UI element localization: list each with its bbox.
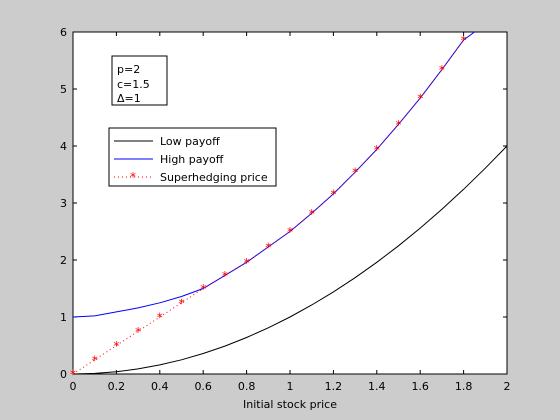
x-tick-label: 0.2	[108, 380, 126, 393]
params-box: p=2 c=1.5 Δ=1	[111, 55, 168, 106]
x-tick-label: 0.4	[151, 380, 169, 393]
superhedging-marker: *	[287, 225, 293, 239]
x-tick-label: 0.6	[194, 380, 212, 393]
legend-label-superhedging: Superhedging price	[160, 171, 268, 184]
series-line-0	[72, 145, 508, 375]
x-tick-label: 1.6	[411, 380, 429, 393]
superhedging-marker: *	[439, 63, 445, 77]
x-tick-label: 0.8	[238, 380, 256, 393]
x-tick-label: 2	[504, 380, 511, 393]
superhedging-marker: *	[461, 33, 467, 47]
superhedging-marker: *	[92, 353, 98, 367]
superhedging-marker: *	[113, 339, 119, 353]
x-tick-label: 1.8	[455, 380, 473, 393]
superhedging-marker: *	[222, 269, 228, 283]
y-tick-label: 6	[60, 26, 67, 39]
series-line-2	[72, 39, 465, 375]
x-axis-label: Initial stock price	[243, 398, 337, 411]
axis-ticks: 0 0.2 0.4 0.6 0.8 1 1.2 1.4 1.6 1.8 2 0 1 2 3 4 5 6	[60, 26, 511, 393]
superhedging-marker: *	[265, 240, 271, 254]
legend-marker-superhedging: *	[130, 170, 136, 184]
y-tick-label: 2	[60, 254, 67, 267]
params-line-2: c=1.5	[117, 78, 150, 91]
x-tick-label: 1.4	[368, 380, 386, 393]
superhedging-marker: *	[309, 207, 315, 221]
legend-label-high: High payoff	[160, 153, 224, 166]
superhedging-marker: *	[135, 325, 141, 339]
params-box-frame	[111, 55, 168, 106]
legend-frame	[108, 127, 277, 187]
superhedging-marker: *	[70, 368, 76, 382]
y-tick-label: 1	[60, 311, 67, 324]
superhedging-marker: *	[374, 143, 380, 157]
legend-label-low: Low payoff	[160, 135, 220, 148]
x-tick-label: 0	[70, 380, 77, 393]
legend: Low payoff High payoff * Superhedging pr…	[108, 127, 277, 187]
superhedging-marker: *	[244, 256, 250, 270]
x-tick-label: 1	[287, 380, 294, 393]
superhedging-marker: *	[200, 282, 206, 296]
superhedging-marker: *	[396, 118, 402, 132]
superhedging-marker: *	[417, 92, 423, 106]
series-layer: * * * * * * * * * * * * * * * * * * *	[70, 31, 508, 382]
y-tick-label: 5	[60, 83, 67, 96]
y-tick-label: 3	[60, 197, 67, 210]
superhedging-marker: *	[352, 166, 358, 180]
superhedging-marker: *	[157, 311, 163, 325]
superhedging-marker: *	[330, 187, 336, 201]
superhedging-marker: *	[179, 296, 185, 310]
y-tick-label: 4	[60, 140, 67, 153]
params-line-1: p=2	[117, 63, 140, 76]
x-tick-label: 1.2	[325, 380, 343, 393]
params-line-3: Δ=1	[117, 92, 141, 105]
y-tick-label: 0	[60, 368, 67, 381]
